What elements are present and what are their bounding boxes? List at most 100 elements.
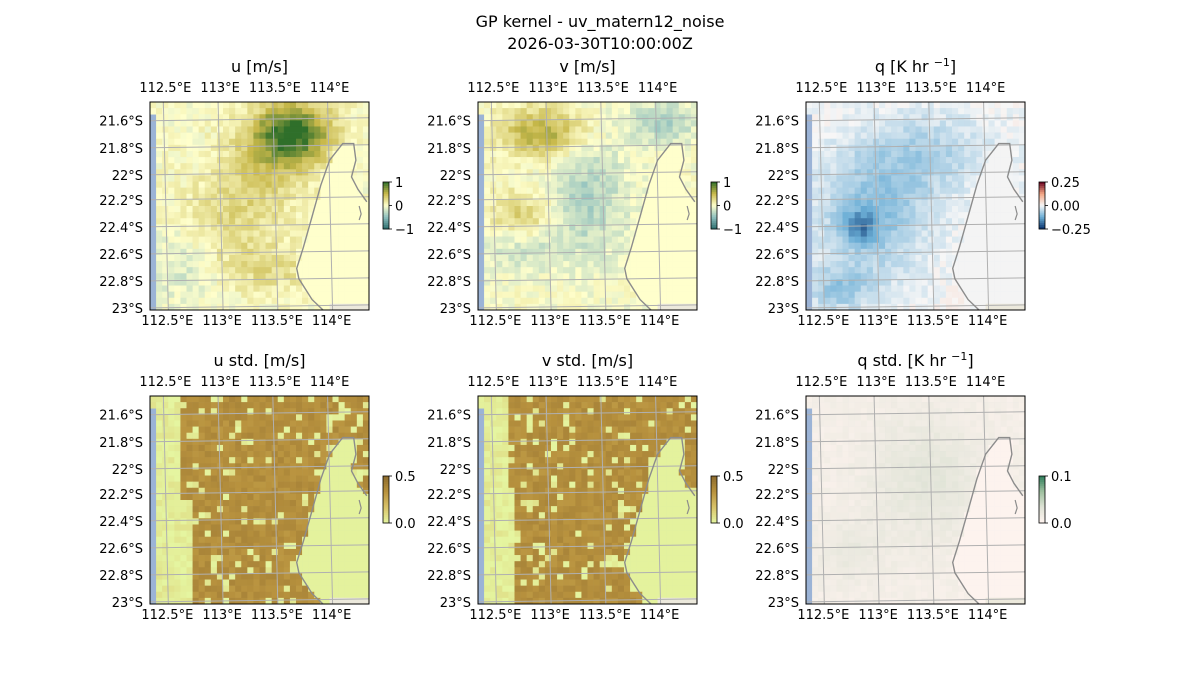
coastline	[951, 436, 1024, 604]
y-tick: 21.6°S	[755, 115, 799, 130]
heatmap-u	[150, 102, 369, 310]
y-tick: 21.8°S	[99, 142, 143, 157]
x-tick-top: 113°E	[856, 375, 896, 390]
x-tick-bottom: 114°E	[968, 314, 1008, 329]
colorbar-tick: 0.00	[1051, 200, 1080, 215]
x-tick-bottom: 113°E	[202, 314, 242, 329]
y-tick: 21.6°S	[99, 409, 143, 424]
y-tick: 21.6°S	[427, 409, 471, 424]
colorbar-tick: −1	[723, 223, 742, 238]
panel-u: u [m/s]112.5°E112.5°E113°E113°E113.5°E11…	[99, 57, 414, 329]
y-tick: 22°S	[112, 463, 143, 478]
panel-frame	[149, 101, 370, 311]
colorbar-tick: 1	[395, 176, 403, 191]
coastline	[295, 142, 368, 310]
x-tick-bottom: 112.5°E	[469, 314, 521, 329]
colorbar-q: 0.25 0.00 −0.25	[1038, 176, 1091, 238]
coastline	[623, 436, 696, 604]
x-tick-bottom: 113°E	[858, 608, 898, 623]
y-tick: 21.8°S	[99, 436, 143, 451]
x-tick-bottom: 112.5°E	[797, 314, 849, 329]
y-tick: 22°S	[112, 169, 143, 184]
x-tick-top: 114°E	[638, 81, 678, 96]
panel-u-std: u std. [m/s] 112.5°E 112.5°E 113°E 113°E 113.…	[99, 351, 415, 623]
colorbar-u-std: 0.5 0.0	[382, 470, 416, 532]
y-tick: 22.4°S	[755, 515, 799, 530]
island	[686, 499, 690, 515]
x-tick-top: 113°E	[856, 81, 896, 96]
colorbar-q-std: 0.1 0.0	[1038, 470, 1072, 532]
panel-title-u: u [m/s]	[231, 57, 288, 76]
colorbar-tick: 0.0	[723, 517, 744, 532]
y-tick: 22.6°S	[755, 542, 799, 557]
y-tick: 22.6°S	[755, 248, 799, 263]
heatmap-v-std	[478, 396, 697, 604]
y-tick: 22.4°S	[427, 515, 471, 530]
panel-v: v [m/s]112.5°E112.5°E113°E113°E113.5°E11…	[427, 57, 742, 329]
x-tick-bottom: 113.5°E	[579, 314, 631, 329]
colorbar-v: 1 0 −1	[710, 176, 742, 238]
x-tick-top: 112.5°E	[795, 375, 847, 390]
island	[1014, 205, 1018, 221]
x-tick-top: 113.5°E	[577, 375, 629, 390]
y-tick: 22.8°S	[99, 569, 143, 584]
y-tick: 23°S	[440, 302, 471, 317]
y-tick: 21.6°S	[99, 115, 143, 130]
colorbar-tick: 1	[723, 176, 731, 191]
colorbar-tick: −0.25	[1051, 223, 1091, 238]
x-tick-bottom: 113°E	[858, 314, 898, 329]
y-tick: 22.4°S	[427, 221, 471, 236]
y-tick: 23°S	[112, 302, 143, 317]
y-tick: 22.2°S	[427, 194, 471, 209]
colorbar-tick: 0.5	[723, 470, 744, 485]
x-tick-top: 112.5°E	[467, 81, 519, 96]
x-tick-bottom: 113.5°E	[579, 608, 631, 623]
y-tick: 23°S	[768, 596, 799, 611]
panel-q-std: q std. [K hr −1] 112.5°E 112.5°E 113°E 113°E…	[755, 350, 1071, 623]
y-tick: 22°S	[768, 169, 799, 184]
x-tick-top: 114°E	[310, 375, 350, 390]
colorbar-tick: 0.0	[1051, 517, 1072, 532]
y-tick: 22.8°S	[427, 275, 471, 290]
coastline	[951, 142, 1024, 310]
colorbar-frame	[382, 475, 390, 524]
colorbar-u: 1 0 −1	[382, 176, 414, 238]
x-tick-top: 113.5°E	[905, 81, 957, 96]
x-tick-top: 114°E	[966, 375, 1006, 390]
y-tick: 22.8°S	[755, 275, 799, 290]
x-tick-bottom: 113.5°E	[907, 608, 959, 623]
x-tick-bottom: 113°E	[530, 608, 570, 623]
x-tick-top: 113.5°E	[249, 81, 301, 96]
y-tick: 21.6°S	[427, 115, 471, 130]
x-tick-bottom: 113°E	[202, 608, 242, 623]
heatmap-u-std	[150, 396, 369, 604]
x-tick-top: 113.5°E	[577, 81, 629, 96]
y-tick: 22°S	[768, 463, 799, 478]
colorbar-tick: 0.5	[395, 470, 416, 485]
colorbar-tick: 0	[395, 200, 403, 215]
y-tick: 22.4°S	[755, 221, 799, 236]
y-tick: 23°S	[440, 596, 471, 611]
panel-title-v: v [m/s]	[559, 57, 615, 76]
y-tick: 22.4°S	[99, 221, 143, 236]
y-tick: 22.4°S	[99, 515, 143, 530]
y-tick: 22.6°S	[427, 542, 471, 557]
x-tick-bottom: 113.5°E	[251, 608, 303, 623]
panel-title-u-std: u std. [m/s]	[214, 351, 306, 370]
heatmap-q	[806, 102, 1025, 310]
y-tick: 22°S	[440, 463, 471, 478]
x-tick-bottom: 113.5°E	[251, 314, 303, 329]
colorbar-frame	[1038, 475, 1046, 524]
y-tick: 22.2°S	[427, 488, 471, 503]
colorbar-frame	[710, 475, 718, 524]
x-tick-top: 113°E	[200, 81, 240, 96]
panel-frame	[477, 395, 698, 605]
panel-frame	[805, 395, 1026, 605]
x-tick-bottom: 113.5°E	[907, 314, 959, 329]
y-tick: 22.2°S	[99, 194, 143, 209]
x-tick-top: 112.5°E	[795, 81, 847, 96]
panel-frame	[805, 101, 1026, 311]
y-tick: 23°S	[112, 596, 143, 611]
x-tick-top: 113.5°E	[905, 375, 957, 390]
x-tick-bottom: 114°E	[968, 608, 1008, 623]
